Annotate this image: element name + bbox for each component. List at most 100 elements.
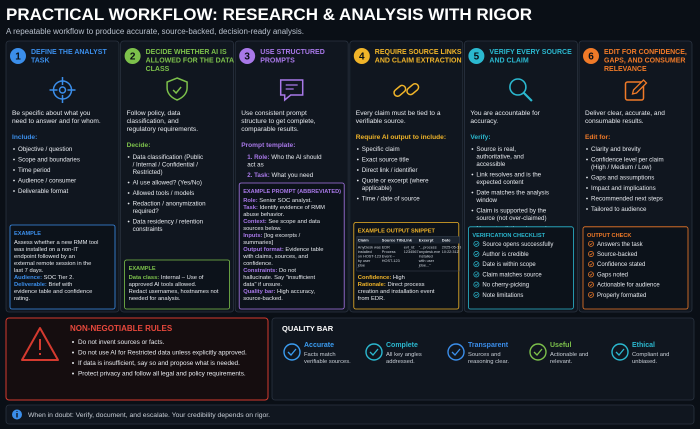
rule-item: Protect privacy and follow all legal and…	[78, 371, 246, 378]
list-item: Direct link / identifier	[362, 167, 418, 174]
bullet	[127, 156, 130, 158]
check-mark	[589, 293, 593, 297]
rule-item: If data is insufficient, say so and prop…	[78, 360, 240, 367]
bullet	[72, 341, 74, 343]
check-icon	[473, 271, 480, 278]
step-badge	[239, 48, 256, 64]
quality-icon-mark	[369, 348, 379, 356]
box-line: Data class: Internal – Use of approved A…	[129, 275, 205, 288]
bullet	[13, 169, 15, 171]
box-frame	[353, 222, 460, 310]
step-title: EDIT FOR CONFIDENCE, GAPS, AND CONSUMER …	[604, 49, 689, 73]
box-line: Context: See scope and data sources belo…	[243, 219, 321, 232]
list-item: Source is real, authoritative, and acces…	[476, 146, 525, 168]
list-item: Data classification (Public / Internal /…	[133, 154, 205, 176]
box-line: Role: Senior SOC analyst.	[243, 198, 312, 204]
table-cell: AnyDesk was installed on HOST-123 by use…	[357, 246, 382, 268]
rule-item: Do not invent sources or facts.	[78, 339, 165, 346]
icon	[49, 77, 76, 103]
list-item: Time / date of source	[362, 196, 420, 203]
check-icon	[473, 240, 480, 247]
bullet	[356, 179, 359, 182]
step-card: 6 EDIT FOR CONFIDENCE, GAPS, AND CONSUMER…	[578, 40, 693, 313]
check-mark	[474, 273, 479, 276]
box-title: EXAMPLE PROMPT (ABBREVIATED)	[243, 189, 341, 195]
icon	[172, 86, 182, 95]
bullet	[72, 372, 74, 375]
check-item: Date is within scope	[482, 262, 536, 268]
quality-name: Complete	[386, 342, 418, 349]
check-icon	[473, 261, 480, 268]
footer-frame	[5, 404, 695, 425]
icon	[58, 86, 67, 94]
rule-item: Do not use AI for Restricted data unless…	[78, 350, 247, 357]
step-title: USE STRUCTURED PROMPTS	[260, 49, 327, 65]
box-frame	[124, 259, 230, 310]
quality-icon-mark	[451, 348, 461, 356]
table-header-cell: Claim	[358, 238, 369, 243]
bullet	[13, 158, 15, 161]
list-item: Specific claim	[362, 146, 400, 153]
table-cell: EDR Process Event – HOST-123	[382, 246, 400, 264]
check-mark	[474, 283, 479, 287]
table-border	[356, 236, 461, 272]
box-line: Assess whether a new RMM tool was instal…	[13, 240, 100, 274]
box-title: VERIFICATION CHECKLIST	[472, 233, 545, 239]
bullet	[13, 190, 15, 192]
step-number: 5	[474, 52, 480, 63]
list-item: Link resolves and is the expected conten…	[476, 172, 542, 187]
bullet	[356, 169, 359, 171]
step-description: Deliver clear, accurate, and consumable …	[585, 110, 667, 125]
bullet	[586, 187, 588, 189]
box-title: EXAMPLE	[14, 231, 41, 237]
bullet	[127, 220, 130, 223]
bullet	[586, 158, 588, 161]
icon	[631, 79, 648, 95]
quality-name: Useful	[550, 342, 571, 349]
quality-icon-mark	[533, 348, 543, 356]
bullet	[586, 176, 588, 179]
example-box: VERIFICATION CHECKLIST Source opens succe…	[467, 226, 574, 310]
bullet	[356, 158, 359, 161]
rules-title: NON-NEGOTIABLE RULES	[70, 324, 173, 333]
list-item: Quote or excerpt (where applicable)	[362, 178, 430, 193]
check-mark	[589, 242, 593, 246]
check-mark	[474, 252, 479, 256]
rules-frame	[5, 317, 269, 401]
footer-text: When in doubt: Verify, document, and esc…	[28, 412, 270, 419]
step-card: 1 DEFINE THE ANALYST TASK Be specific abou…	[5, 40, 120, 313]
step-card: 4 REQUIRE SOURCE LINKS AND CLAIM EXTRACTI…	[349, 40, 464, 313]
bullet	[586, 197, 588, 200]
list-item: Gaps and assumptions	[591, 175, 654, 182]
check-icon	[588, 291, 594, 298]
check-item: Actionable for audience	[597, 283, 660, 289]
check-mark	[589, 262, 593, 266]
box-line: Inputs: [log excerpts / summaries]	[243, 233, 302, 246]
check-icon	[473, 281, 480, 288]
step-card: 2 DECIDE WHETHER AI IS ALLOWED FOR THE DA…	[120, 40, 236, 313]
check-icon	[473, 251, 480, 257]
check-item: Author is credible	[482, 252, 529, 258]
step-title: VERIFY EVERY SOURCE AND CLAIM	[489, 49, 573, 65]
step-description: Be specific about what you need to answe…	[12, 110, 101, 125]
check-mark	[589, 273, 593, 276]
box-line: Constraints: Do not hallucinate. Say "in…	[243, 268, 317, 288]
check-item: Source opens successfully	[482, 242, 553, 248]
step-badge	[583, 48, 599, 64]
box-line: Rationale: Direct process creation and i…	[358, 282, 436, 302]
step-title: DEFINE THE ANALYST TASK	[31, 49, 109, 65]
step-description: Follow policy, data classification, and …	[127, 110, 199, 133]
check-item: Source-backed	[597, 252, 637, 258]
check-mark	[589, 283, 593, 287]
box-frame	[467, 226, 574, 310]
table-header-cell: Link	[404, 238, 413, 243]
check-mark	[474, 262, 479, 266]
list-heading: Include:	[12, 134, 37, 141]
check-item: Confidence stated	[597, 262, 645, 268]
bullet	[586, 208, 588, 210]
quality-panel: QUALITY BAR Accurate Facts match verifiabl…	[271, 317, 695, 401]
list-heading: Require AI output to include:	[356, 134, 446, 141]
check-icon	[473, 291, 480, 298]
